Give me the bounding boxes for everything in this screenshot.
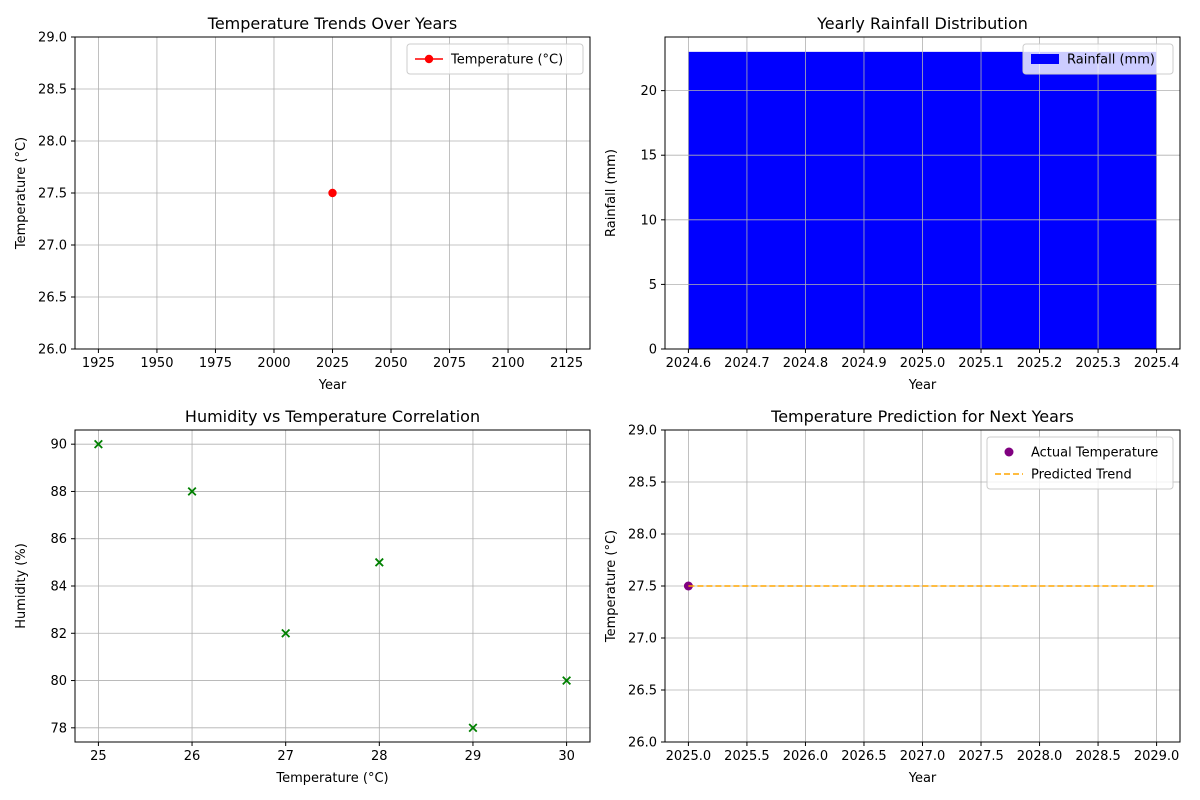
y-tick-label: 27.0 (628, 632, 657, 647)
y-tick-label: 88 (50, 485, 67, 500)
x-tick-label: 2024.6 (666, 356, 712, 371)
y-tick-label: 29.0 (38, 31, 67, 46)
x-tick-label: 1925 (82, 356, 115, 371)
legend-box (986, 436, 1174, 490)
y-tick-label: 26.5 (628, 684, 657, 699)
chart-title: Humidity vs Temperature Correlation (185, 407, 480, 426)
legend-box (1022, 43, 1174, 75)
legend-marker (1004, 447, 1014, 457)
y-tick-label: 86 (50, 532, 67, 547)
legend-label: Predicted Trend (1031, 468, 1132, 483)
y-axis-label: Humidity (%) (14, 543, 29, 629)
y-tick-label: 5 (649, 278, 657, 293)
legend-box (406, 43, 584, 75)
x-tick-label: 30 (558, 749, 575, 764)
x-tick-label: 2125 (550, 356, 583, 371)
y-tick-label: 29.0 (628, 424, 657, 439)
x-tick-label: 1975 (199, 356, 232, 371)
y-tick-label: 28.0 (38, 135, 67, 150)
x-tick-label: 2025.4 (1134, 356, 1180, 371)
y-tick-label: 27.5 (628, 580, 657, 595)
y-axis-label: Temperature (°C) (14, 137, 29, 250)
legend: Rainfall (mm) (1022, 43, 1174, 75)
x-tick-label: 2075 (433, 356, 466, 371)
y-tick-label: 28.5 (628, 476, 657, 491)
x-tick-label: 2100 (492, 356, 525, 371)
x-tick-label: 2027.0 (900, 749, 946, 764)
x-tick-label: 2027.5 (958, 749, 1004, 764)
legend-swatch (1031, 54, 1059, 64)
x-tick-label: 2025.5 (724, 749, 770, 764)
x-tick-label: 25 (90, 749, 107, 764)
legend-label: Rainfall (mm) (1067, 53, 1155, 68)
x-axis-label: Year (908, 771, 937, 786)
x-axis-label: Year (318, 378, 347, 393)
data-point (562, 676, 572, 685)
x-tick-label: 27 (277, 749, 294, 764)
y-tick-label: 27.0 (38, 239, 67, 254)
y-tick-label: 90 (50, 438, 67, 453)
x-axis-label: Year (908, 378, 937, 393)
chart-title: Yearly Rainfall Distribution (816, 14, 1028, 33)
x-tick-label: 2025 (316, 356, 349, 371)
y-tick-label: 82 (50, 627, 67, 642)
legend: Temperature (°C) (406, 43, 584, 75)
x-tick-label: 2028.0 (1017, 749, 1063, 764)
x-tick-label: 28 (371, 749, 388, 764)
legend-label: Actual Temperature (1031, 446, 1158, 461)
data-point (281, 628, 291, 638)
y-tick-label: 78 (50, 721, 67, 736)
chart-title: Temperature Trends Over Years (207, 14, 457, 33)
y-tick-label: 26.5 (38, 291, 67, 306)
y-tick-label: 26.0 (38, 343, 67, 358)
y-tick-label: 20 (640, 84, 657, 99)
legend: Actual Temperature Predicted Trend (986, 436, 1174, 490)
data-point (187, 487, 197, 496)
x-tick-label: 2025.1 (958, 356, 1004, 371)
x-tick-label: 2024.8 (783, 356, 829, 371)
x-tick-label: 2025.2 (1017, 356, 1063, 371)
y-tick-label: 27.5 (38, 187, 67, 202)
x-tick-label: 29 (465, 749, 482, 764)
x-axis-label: Temperature (°C) (275, 771, 388, 786)
data-point (328, 188, 337, 198)
y-tick-label: 28.0 (628, 528, 657, 543)
x-tick-label: 2026.5 (841, 749, 887, 764)
x-tick-label: 2028.5 (1075, 749, 1121, 764)
data-point (374, 557, 384, 567)
x-tick-label: 2025.0 (900, 356, 946, 371)
y-axis-label: Rainfall (mm) (604, 149, 619, 237)
x-tick-label: 2024.7 (724, 356, 770, 371)
x-tick-label: 2000 (257, 356, 290, 371)
x-tick-label: 2029.0 (1134, 749, 1180, 764)
subplot-3: 25 26 27 28 29 30 78 80 82 84 86 88 90 Humidity vs Te… (14, 407, 591, 786)
y-tick-label: 0 (649, 343, 657, 358)
y-tick-label: 15 (640, 149, 657, 164)
y-tick-label: 28.5 (38, 83, 67, 98)
subplot-2: 2024.6 2024.7 2024.8 2024.9 2025.0 2025.1 2025… (604, 14, 1181, 393)
subplot-4: 2025.0 2025.5 2026.0 2026.5 2027.0 2027.5 2028… (604, 407, 1181, 786)
y-tick-label: 26.0 (628, 736, 657, 751)
subplot-1: 1925 1950 1975 2000 2025 2050 2075 2100 2125 26.0… (14, 14, 591, 393)
x-tick-label: 2025.3 (1075, 356, 1121, 371)
legend-label: Temperature (°C) (450, 53, 563, 68)
x-tick-label: 2050 (374, 356, 407, 371)
data-point (468, 723, 478, 733)
x-tick-label: 26 (184, 749, 201, 764)
y-axis-label: Temperature (°C) (604, 530, 619, 643)
x-tick-label: 2025.0 (666, 749, 712, 764)
y-tick-label: 10 (640, 213, 657, 228)
x-tick-label: 1950 (140, 356, 173, 371)
x-tick-label: 2024.9 (841, 356, 887, 371)
legend-marker (424, 54, 434, 64)
x-tick-label: 2026.0 (783, 749, 829, 764)
chart-title: Temperature Prediction for Next Years (770, 407, 1074, 426)
data-point (93, 439, 103, 449)
y-tick-label: 84 (50, 580, 67, 595)
y-tick-label: 80 (50, 674, 67, 689)
